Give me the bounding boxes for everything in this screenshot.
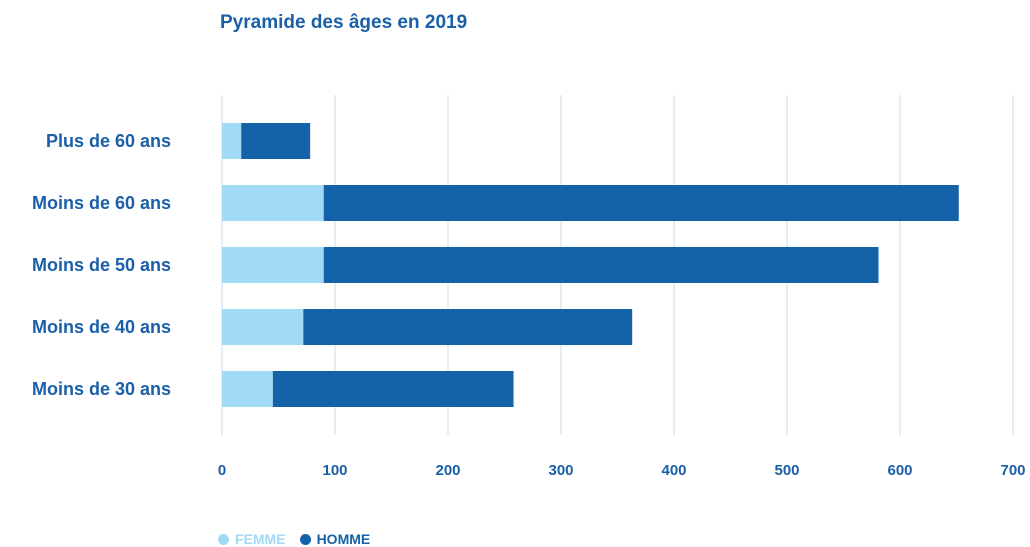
category-label-3: Moins de 40 ans [32, 317, 171, 337]
legend-item-homme: HOMME [299, 531, 371, 547]
bar-femme-2 [222, 247, 324, 283]
bar-femme-4 [222, 371, 273, 407]
bar-femme-3 [222, 309, 304, 345]
category-label-4: Moins de 30 ans [32, 379, 171, 399]
x-tick-label-200: 200 [435, 462, 460, 479]
bar-homme-3 [303, 309, 633, 345]
x-tick-label-300: 300 [548, 462, 573, 479]
legend-swatch-femme [218, 533, 229, 545]
legend-label-femme: FEMME [235, 531, 286, 547]
x-tick-label-500: 500 [774, 462, 799, 479]
chart-title: Pyramide des âges en 2019 [220, 12, 468, 33]
bar-homme-2 [323, 247, 879, 283]
legend-swatch-homme [299, 533, 311, 545]
x-tick-label-700: 700 [1000, 462, 1025, 479]
bar-homme-4 [272, 371, 514, 407]
bar-homme-1 [323, 185, 959, 221]
x-tick-label-400: 400 [661, 462, 686, 479]
legend-item-femme: FEMME [218, 531, 286, 547]
category-label-2: Moins de 50 ans [32, 255, 171, 275]
x-tick-label-100: 100 [322, 462, 347, 479]
bar-femme-1 [222, 185, 324, 221]
category-label-0: Plus de 60 ans [46, 131, 171, 151]
bar-homme-0 [241, 123, 311, 159]
x-tick-label-0: 0 [218, 462, 226, 479]
legend-label-homme: HOMME [316, 531, 371, 547]
x-tick-label-600: 600 [887, 462, 912, 479]
category-label-1: Moins de 60 ans [32, 193, 171, 213]
legend: FEMME HOMME [218, 531, 370, 547]
bar-femme-0 [222, 123, 242, 159]
